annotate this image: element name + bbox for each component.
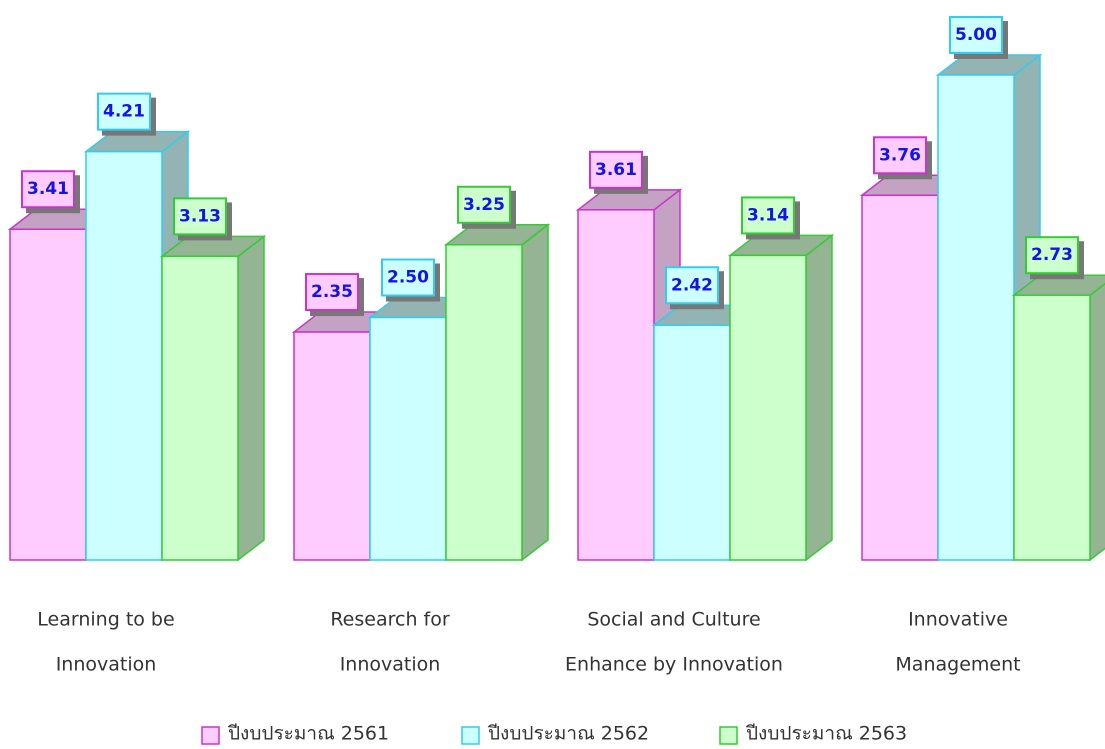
- bar-front: [369, 316, 447, 561]
- legend-label: ปีงบประมาณ 2561: [227, 723, 389, 745]
- bar-front: [1013, 294, 1091, 561]
- value-label: 5.00: [955, 25, 997, 45]
- bar: [1011, 274, 1105, 562]
- bar-front: [653, 324, 731, 561]
- bar: [727, 233, 835, 562]
- value-label: 2.50: [387, 268, 429, 288]
- value-label-box: [21, 170, 75, 209]
- bar-front: [729, 254, 807, 561]
- bar-front: [85, 150, 163, 561]
- value-label-box: [665, 266, 719, 305]
- legend-label: ปีงบประมาณ 2563: [745, 723, 907, 745]
- bar: [159, 234, 267, 562]
- bar-side: [237, 234, 265, 562]
- legend-swatch: [719, 726, 738, 745]
- bar-front: [161, 255, 239, 561]
- legend-swatch: [201, 726, 220, 745]
- value-label-box: [97, 92, 151, 131]
- value-label-box: [949, 16, 1003, 54]
- legend-label: ปีงบประมาณ 2562: [487, 723, 649, 745]
- value-label-box: [589, 150, 643, 189]
- value-label-box: [173, 197, 227, 236]
- bar-front: [9, 228, 87, 561]
- bar-side: [1089, 282, 1105, 562]
- value-label-box: [1025, 236, 1079, 275]
- value-label-box: [873, 136, 927, 175]
- bar-front: [445, 244, 523, 561]
- x-tick-label: Innovative: [908, 609, 1008, 631]
- x-tick-label: Enhance by Innovation: [565, 654, 783, 676]
- bar: [443, 223, 551, 562]
- bar-front: [293, 331, 371, 561]
- legend-swatch: [461, 726, 480, 745]
- value-label: 3.13: [179, 206, 221, 226]
- value-label-box: [457, 185, 511, 224]
- value-label: 4.21: [103, 102, 145, 122]
- value-label: 2.73: [1031, 245, 1073, 265]
- x-tick-label: Social and Culture: [587, 609, 760, 631]
- bar-front: [861, 194, 939, 561]
- x-tick-label: Innovation: [56, 654, 157, 676]
- value-label: 3.14: [747, 205, 789, 225]
- bar-front: [937, 74, 1015, 561]
- x-tick-label: Innovation: [340, 654, 441, 676]
- value-label: 2.42: [671, 275, 713, 295]
- value-label: 3.76: [879, 145, 921, 165]
- value-label-box: [305, 273, 359, 312]
- value-label: 2.35: [311, 282, 353, 302]
- x-tick-label: Management: [895, 654, 1020, 676]
- value-label-box: [381, 258, 435, 297]
- bar-front: [577, 209, 655, 561]
- bar-side: [805, 233, 833, 562]
- bar-side: [521, 223, 549, 562]
- value-label: 3.61: [595, 160, 637, 180]
- value-label: 3.25: [463, 195, 505, 215]
- value-label-box: [741, 196, 795, 235]
- value-label: 3.41: [27, 179, 69, 199]
- x-tick-label: Learning to be: [37, 609, 174, 631]
- x-tick-label: Research for: [330, 609, 450, 631]
